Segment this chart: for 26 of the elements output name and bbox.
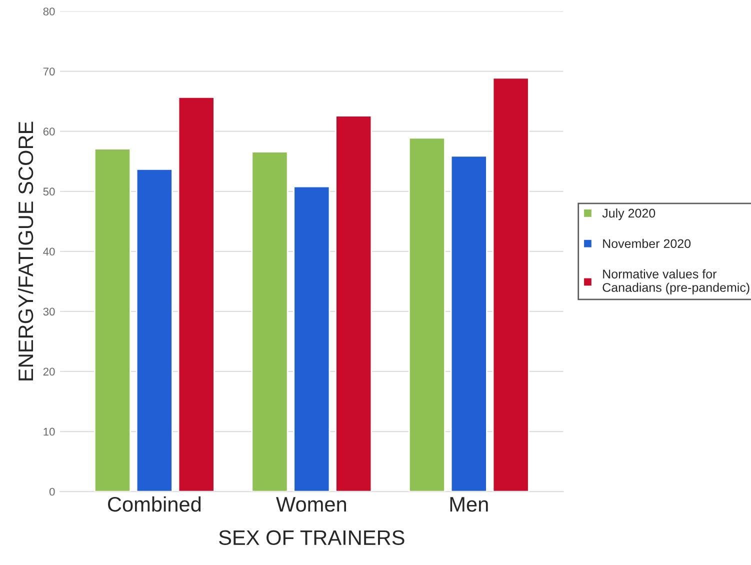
y-tick-label: 10: [44, 428, 55, 436]
x-axis-title: SEX OF TRAINERS: [219, 530, 404, 546]
legend-label: July 2020: [602, 208, 656, 220]
bar: [136, 168, 173, 492]
y-tick-label: 30: [43, 308, 55, 316]
bar: [178, 96, 215, 492]
y-tick-label: 40: [43, 248, 55, 256]
bar: [251, 151, 288, 492]
y-axis-title: ENERGY/FATIGUE SCORE: [18, 122, 34, 380]
bar: [335, 115, 372, 492]
bar: [492, 77, 530, 492]
y-tick-label: 60: [43, 128, 55, 136]
bar: [293, 186, 330, 492]
bar: [408, 137, 446, 492]
x-tick-label: Women: [276, 497, 346, 512]
x-tick-label: Men: [450, 497, 488, 512]
legend-label: November 2020: [603, 238, 691, 248]
x-tick-label: Combined: [108, 496, 201, 512]
y-tick-label: 70: [43, 68, 55, 76]
bar: [450, 155, 488, 492]
legend-label: Normative values for Canadians (pre-pandemic): [602, 269, 750, 294]
y-tick-label: 80: [43, 8, 55, 16]
bar: [94, 148, 132, 492]
y-tick-label: 0: [49, 488, 55, 496]
y-tick-label: 20: [43, 368, 55, 376]
y-tick-label: 50: [43, 188, 55, 196]
